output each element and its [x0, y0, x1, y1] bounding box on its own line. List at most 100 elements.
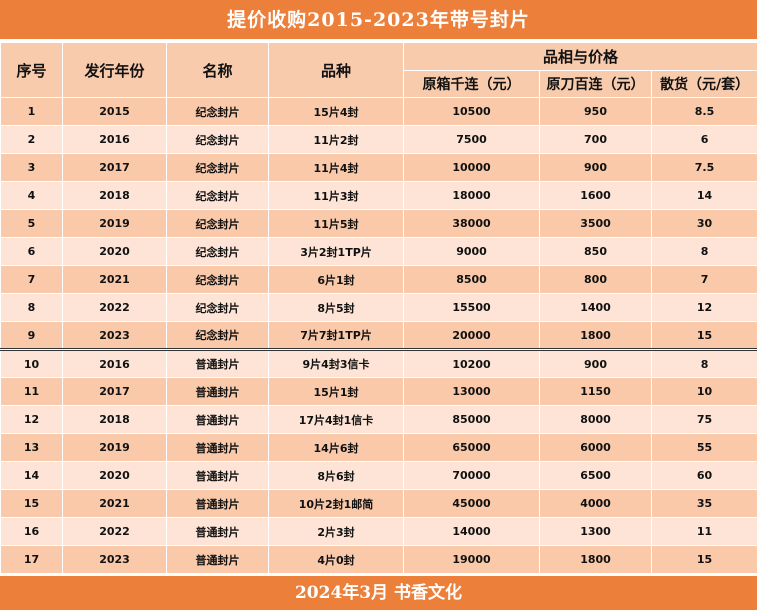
table-row: 6 2020 纪念封片 3片2封1TP片 9000 850 8 [0, 237, 757, 266]
cell-knife-price: 900 [539, 153, 652, 182]
header-box-price: 原箱千连（元） [403, 70, 540, 98]
cell-name: 纪念封片 [166, 293, 269, 322]
cell-year: 2016 [62, 348, 167, 378]
table-row: 15 2021 普通封片 10片2封1邮简 45000 4000 35 [0, 489, 757, 518]
cell-knife-price: 8000 [539, 405, 652, 434]
cell-knife-price: 1300 [539, 517, 652, 546]
cell-loose-price: 6 [650, 125, 757, 154]
cell-year: 2020 [62, 461, 167, 490]
cell-loose-price: 15 [650, 545, 757, 574]
cell-knife-price: 850 [539, 237, 652, 266]
cell-seq: 10 [0, 348, 63, 378]
cell-seq: 14 [0, 461, 63, 490]
cell-name: 普通封片 [166, 461, 269, 490]
cell-year: 2017 [62, 153, 167, 182]
header-name: 名称 [166, 42, 269, 98]
cell-box-price: 70000 [403, 461, 540, 490]
cell-loose-price: 8.5 [650, 97, 757, 126]
cell-name: 普通封片 [166, 348, 269, 378]
cell-seq: 3 [0, 153, 63, 182]
cell-name: 纪念封片 [166, 209, 269, 238]
cell-loose-price: 11 [650, 517, 757, 546]
cell-year: 2022 [62, 517, 167, 546]
header-year: 发行年份 [62, 42, 167, 98]
header-condition-price-group: 品相与价格 [402, 42, 757, 71]
cell-seq: 7 [0, 265, 63, 294]
cell-box-price: 9000 [403, 237, 540, 266]
cell-knife-price: 1800 [539, 545, 652, 574]
cell-name: 普通封片 [166, 405, 269, 434]
cell-year: 2023 [62, 545, 167, 574]
cell-seq: 2 [0, 125, 63, 154]
table-row: 2 2016 纪念封片 11片2封 7500 700 6 [0, 125, 757, 154]
header-loose-price: 散货（元/套） [650, 70, 757, 98]
header-variety: 品种 [268, 42, 404, 98]
table-row: 13 2019 普通封片 14片6封 65000 6000 55 [0, 433, 757, 462]
cell-seq: 13 [0, 433, 63, 462]
cell-loose-price: 7.5 [650, 153, 757, 182]
table-row: 4 2018 纪念封片 11片3封 18000 1600 14 [0, 181, 757, 210]
cell-box-price: 14000 [403, 517, 540, 546]
table-row: 17 2023 普通封片 4片0封 19000 1800 15 [0, 545, 757, 574]
header-knife-price: 原刀百连（元） [539, 70, 652, 98]
cell-name: 普通封片 [166, 517, 269, 546]
cell-variety: 8片6封 [268, 461, 404, 490]
cell-loose-price: 30 [650, 209, 757, 238]
cell-knife-price: 700 [539, 125, 652, 154]
table-row: 8 2022 纪念封片 8片5封 15500 1400 12 [0, 293, 757, 322]
table-row: 16 2022 普通封片 2片3封 14000 1300 11 [0, 517, 757, 546]
price-table: 序号 发行年份 名称 品种 品相与价格 原箱千连（元） 原刀百连（元） 散货（元… [0, 42, 757, 574]
cell-name: 普通封片 [166, 545, 269, 574]
cell-box-price: 45000 [403, 489, 540, 518]
cell-name: 普通封片 [166, 377, 269, 406]
cell-variety: 11片4封 [268, 153, 404, 182]
table-row: 9 2023 纪念封片 7片7封1TP片 20000 1800 15 [0, 321, 757, 350]
table-row: 7 2021 纪念封片 6片1封 8500 800 7 [0, 265, 757, 294]
cell-box-price: 85000 [403, 405, 540, 434]
cell-knife-price: 950 [539, 97, 652, 126]
cell-loose-price: 8 [650, 237, 757, 266]
cell-year: 2018 [62, 405, 167, 434]
cell-year: 2018 [62, 181, 167, 210]
cell-name: 纪念封片 [166, 237, 269, 266]
cell-seq: 11 [0, 377, 63, 406]
cell-box-price: 18000 [403, 181, 540, 210]
cell-name: 纪念封片 [166, 97, 269, 126]
cell-loose-price: 60 [650, 461, 757, 490]
cell-year: 2022 [62, 293, 167, 322]
header-seq: 序号 [0, 42, 63, 98]
table-row: 11 2017 普通封片 15片1封 13000 1150 10 [0, 377, 757, 406]
table-row: 14 2020 普通封片 8片6封 70000 6500 60 [0, 461, 757, 490]
cell-year: 2020 [62, 237, 167, 266]
cell-loose-price: 35 [650, 489, 757, 518]
footer-caption: 2024年3月 书香文化 [0, 575, 757, 610]
cell-knife-price: 1600 [539, 181, 652, 210]
cell-seq: 8 [0, 293, 63, 322]
table-row: 10 2016 普通封片 9片4封3信卡 10200 900 8 [0, 348, 757, 378]
cell-box-price: 10200 [403, 348, 540, 378]
cell-year: 2021 [62, 489, 167, 518]
cell-year: 2023 [62, 321, 167, 350]
cell-loose-price: 75 [650, 405, 757, 434]
cell-variety: 4片0封 [268, 545, 404, 574]
cell-knife-price: 1400 [539, 293, 652, 322]
cell-box-price: 7500 [403, 125, 540, 154]
cell-name: 纪念封片 [166, 181, 269, 210]
cell-variety: 17片4封1信卡 [268, 405, 404, 434]
cell-loose-price: 8 [650, 348, 757, 378]
cell-variety: 9片4封3信卡 [268, 348, 404, 378]
cell-loose-price: 14 [650, 181, 757, 210]
cell-variety: 11片3封 [268, 181, 404, 210]
cell-box-price: 19000 [403, 545, 540, 574]
cell-year: 2017 [62, 377, 167, 406]
cell-box-price: 38000 [403, 209, 540, 238]
cell-variety: 2片3封 [268, 517, 404, 546]
cell-year: 2019 [62, 433, 167, 462]
cell-variety: 15片4封 [268, 97, 404, 126]
cell-name: 普通封片 [166, 433, 269, 462]
cell-seq: 5 [0, 209, 63, 238]
cell-seq: 6 [0, 237, 63, 266]
cell-variety: 8片5封 [268, 293, 404, 322]
table-row: 12 2018 普通封片 17片4封1信卡 85000 8000 75 [0, 405, 757, 434]
